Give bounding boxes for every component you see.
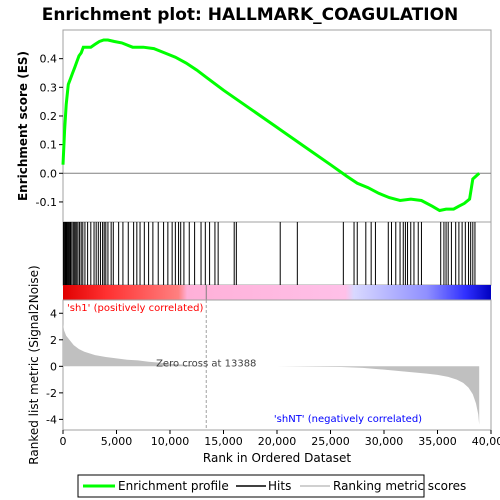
es-y-axis-label: Enrichment score (ES) bbox=[16, 51, 30, 201]
es-y-ticks: -0.1 0.0 0.1 0.2 0.3 0.4 bbox=[36, 53, 63, 209]
es-y-tick-label: 0.1 bbox=[40, 139, 58, 152]
metric-panel: -4 -2 0 2 4 Zero cross at 13388 'sh1' (posit… bbox=[27, 265, 492, 465]
metric-y-tick-label: -4 bbox=[46, 413, 57, 426]
negative-correlation-label: 'shNT' (negatively correlated) bbox=[274, 414, 422, 425]
chart-title: Enrichment plot: HALLMARK_COAGULATION bbox=[42, 5, 459, 25]
legend-label-enrichment-profile: Enrichment profile bbox=[118, 479, 229, 493]
es-y-tick-label: 0.0 bbox=[40, 167, 58, 180]
es-y-tick-label: -0.1 bbox=[36, 196, 57, 209]
legend: Enrichment profile Hits Ranking metric s… bbox=[77, 474, 466, 498]
x-tick-label: 25,000 bbox=[311, 435, 350, 448]
x-tick-label: 5,000 bbox=[101, 435, 133, 448]
x-tick-label: 0 bbox=[60, 435, 67, 448]
hit-markers bbox=[63, 222, 476, 285]
hits-panel-frame bbox=[62, 221, 492, 286]
es-y-tick-label: 0.2 bbox=[40, 110, 58, 123]
enrichment-profile-line bbox=[61, 38, 481, 213]
x-tick-label: 40,000 bbox=[472, 435, 500, 448]
es-y-tick-label: 0.4 bbox=[40, 53, 58, 66]
legend-label-hits: Hits bbox=[268, 479, 291, 493]
hits-panel bbox=[62, 221, 492, 286]
legend-label-ranking-metric: Ranking metric scores bbox=[333, 479, 466, 493]
metric-y-tick-label: 4 bbox=[50, 307, 57, 320]
x-tick-label: 35,000 bbox=[418, 435, 457, 448]
x-tick-label: 30,000 bbox=[365, 435, 404, 448]
rank-color-bar bbox=[63, 285, 491, 300]
x-tick-label: 15,000 bbox=[204, 435, 243, 448]
x-tick-label: 10,000 bbox=[151, 435, 190, 448]
es-y-tick-label: 0.3 bbox=[40, 81, 58, 94]
x-tick-label: 20,000 bbox=[258, 435, 297, 448]
zero-cross-label: Zero cross at 13388 bbox=[156, 358, 256, 369]
metric-y-axis-label: Ranked list metric (Signal2Noise) bbox=[27, 265, 41, 464]
metric-y-tick-label: -2 bbox=[46, 387, 57, 400]
metric-y-ticks: -4 -2 0 2 4 bbox=[46, 307, 63, 426]
es-panel: -0.1 0.0 0.1 0.2 0.3 0.4 Enrichment score (ES… bbox=[16, 29, 492, 223]
metric-y-tick-label: 2 bbox=[50, 334, 57, 347]
metric-y-tick-label: 0 bbox=[50, 360, 57, 373]
x-axis-label: Rank in Ordered Dataset bbox=[203, 451, 351, 465]
positive-correlation-label: 'sh1' (positively correlated) bbox=[67, 303, 204, 314]
x-axis-ticks: 0 5,000 10,000 15,000 20,000 25,000 30,000 35,0… bbox=[60, 430, 500, 448]
